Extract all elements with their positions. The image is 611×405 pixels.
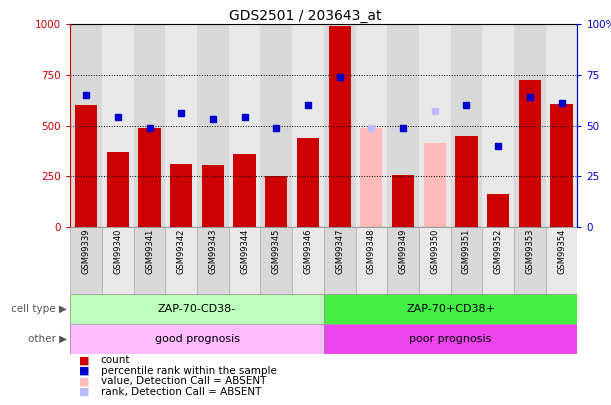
Bar — [265, 176, 287, 227]
Text: GSM99347: GSM99347 — [335, 229, 344, 274]
Text: GSM99345: GSM99345 — [272, 229, 281, 274]
Text: GSM99350: GSM99350 — [430, 229, 439, 274]
Bar — [166, 24, 197, 227]
FancyBboxPatch shape — [70, 227, 102, 294]
Text: GSM99351: GSM99351 — [462, 229, 471, 274]
Bar — [392, 175, 414, 227]
Text: GSM99352: GSM99352 — [494, 229, 503, 274]
Bar — [360, 128, 382, 227]
Text: GDS2501 / 203643_at: GDS2501 / 203643_at — [229, 9, 382, 23]
Bar — [546, 24, 577, 227]
Text: GSM99346: GSM99346 — [304, 229, 312, 274]
FancyBboxPatch shape — [324, 227, 356, 294]
Text: count: count — [101, 356, 130, 365]
Bar — [102, 24, 134, 227]
FancyBboxPatch shape — [166, 227, 197, 294]
Bar — [197, 24, 229, 227]
Text: GSM99343: GSM99343 — [208, 229, 218, 274]
Bar — [482, 24, 514, 227]
Text: ■: ■ — [79, 386, 90, 396]
FancyBboxPatch shape — [451, 227, 482, 294]
Text: ZAP-70-CD38-: ZAP-70-CD38- — [158, 304, 236, 314]
FancyBboxPatch shape — [324, 294, 577, 324]
FancyBboxPatch shape — [70, 324, 324, 354]
Text: GSM99342: GSM99342 — [177, 229, 186, 274]
FancyBboxPatch shape — [70, 294, 324, 324]
Bar — [297, 138, 319, 227]
Bar — [423, 143, 446, 227]
FancyBboxPatch shape — [229, 227, 260, 294]
Text: GSM99341: GSM99341 — [145, 229, 154, 274]
Bar — [329, 26, 351, 227]
Bar — [455, 136, 478, 227]
Bar — [170, 164, 192, 227]
Bar — [75, 105, 97, 227]
Text: GSM99339: GSM99339 — [82, 229, 90, 274]
FancyBboxPatch shape — [134, 227, 166, 294]
Bar — [70, 24, 102, 227]
Text: rank, Detection Call = ABSENT: rank, Detection Call = ABSENT — [101, 386, 261, 396]
Bar — [487, 194, 509, 227]
Text: ■: ■ — [79, 356, 90, 365]
Bar — [551, 104, 573, 227]
FancyBboxPatch shape — [260, 227, 292, 294]
Bar — [324, 24, 356, 227]
Text: other ▶: other ▶ — [28, 334, 67, 344]
Text: poor prognosis: poor prognosis — [409, 334, 492, 344]
Text: cell type ▶: cell type ▶ — [12, 304, 67, 314]
Text: value, Detection Call = ABSENT: value, Detection Call = ABSENT — [101, 376, 266, 386]
Bar — [451, 24, 482, 227]
Text: GSM99354: GSM99354 — [557, 229, 566, 274]
FancyBboxPatch shape — [197, 227, 229, 294]
Bar — [134, 24, 166, 227]
FancyBboxPatch shape — [546, 227, 577, 294]
FancyBboxPatch shape — [419, 227, 451, 294]
Bar — [387, 24, 419, 227]
FancyBboxPatch shape — [387, 227, 419, 294]
Text: GSM99353: GSM99353 — [525, 229, 535, 274]
Text: ■: ■ — [79, 376, 90, 386]
FancyBboxPatch shape — [514, 227, 546, 294]
FancyBboxPatch shape — [482, 227, 514, 294]
Bar — [139, 128, 161, 227]
Text: GSM99349: GSM99349 — [398, 229, 408, 274]
FancyBboxPatch shape — [356, 227, 387, 294]
Bar — [233, 154, 255, 227]
Text: GSM99344: GSM99344 — [240, 229, 249, 274]
Bar — [514, 24, 546, 227]
FancyBboxPatch shape — [292, 227, 324, 294]
Bar — [419, 24, 451, 227]
Bar — [202, 165, 224, 227]
Text: GSM99340: GSM99340 — [113, 229, 122, 274]
Bar — [229, 24, 260, 227]
Bar — [292, 24, 324, 227]
FancyBboxPatch shape — [102, 227, 134, 294]
Bar — [107, 152, 129, 227]
Bar — [260, 24, 292, 227]
Text: good prognosis: good prognosis — [155, 334, 240, 344]
Text: GSM99348: GSM99348 — [367, 229, 376, 274]
Bar — [356, 24, 387, 227]
Text: ZAP-70+CD38+: ZAP-70+CD38+ — [406, 304, 495, 314]
Bar — [519, 80, 541, 227]
Text: percentile rank within the sample: percentile rank within the sample — [101, 366, 277, 376]
Text: ■: ■ — [79, 366, 90, 376]
FancyBboxPatch shape — [324, 324, 577, 354]
